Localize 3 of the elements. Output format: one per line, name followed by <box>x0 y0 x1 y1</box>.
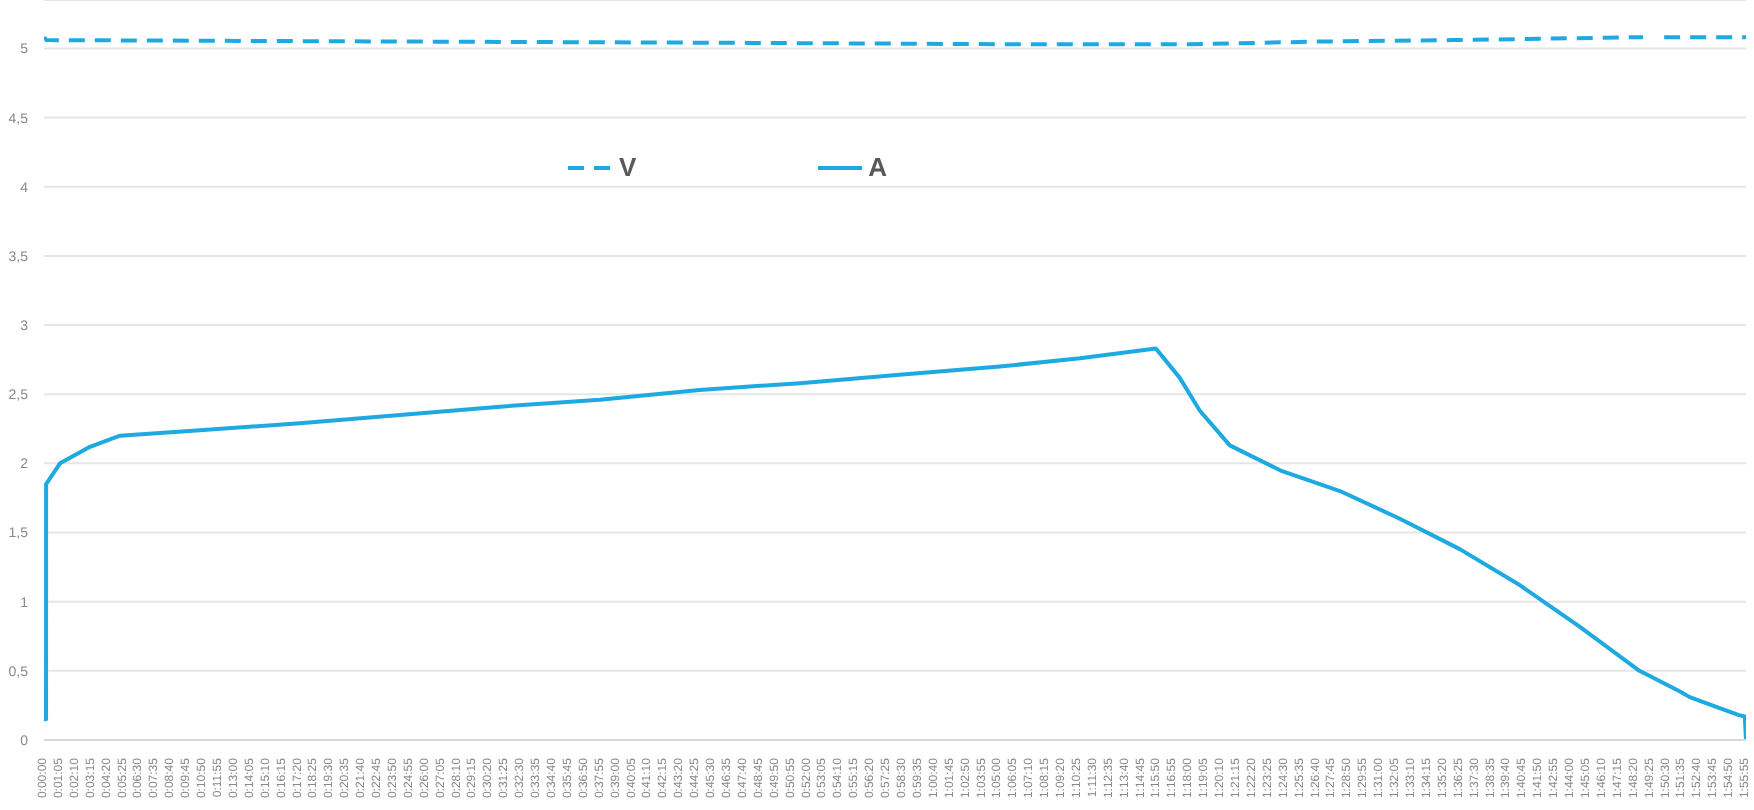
legend-label: V <box>618 152 637 182</box>
legend-label: A <box>868 152 888 182</box>
line-series <box>44 346 1746 740</box>
